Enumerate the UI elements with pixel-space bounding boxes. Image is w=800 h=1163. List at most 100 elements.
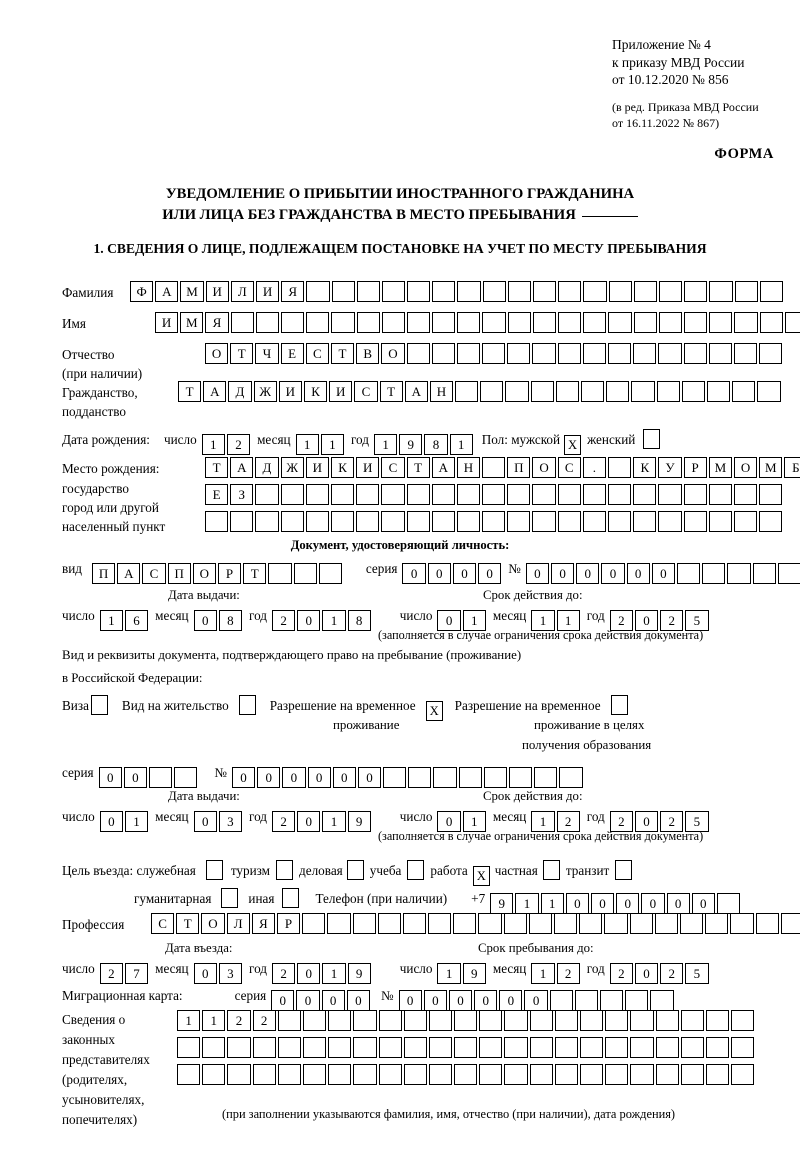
char-cell[interactable] (482, 312, 506, 333)
char-cell[interactable]: 5 (685, 963, 709, 984)
char-cell[interactable] (330, 484, 355, 505)
char-cell[interactable]: 2 (609, 963, 633, 984)
char-cell[interactable] (268, 563, 292, 584)
char-cell[interactable] (608, 511, 632, 532)
char-cell[interactable] (353, 1037, 377, 1058)
checkbox-purpose-business[interactable] (346, 860, 364, 880)
char-cell[interactable]: И (278, 381, 302, 402)
char-cell[interactable]: 0 (193, 610, 217, 631)
char-cell[interactable] (378, 1064, 402, 1085)
char-cell[interactable]: С (381, 457, 405, 478)
char-cell[interactable] (230, 511, 254, 532)
char-cell[interactable] (428, 1037, 453, 1058)
char-cell[interactable] (608, 281, 632, 302)
char-cell[interactable]: 0 (297, 610, 321, 631)
char-cell[interactable]: 1 (322, 811, 346, 832)
char-cell[interactable] (679, 913, 704, 934)
char-cell[interactable] (681, 381, 705, 402)
char-cell[interactable]: 2 (227, 1010, 251, 1031)
char-cell[interactable]: Т (176, 913, 200, 934)
char-cell[interactable] (706, 381, 731, 402)
char-cell[interactable]: 1 (201, 434, 225, 455)
char-cell[interactable] (730, 913, 754, 934)
char-cell[interactable] (733, 511, 758, 532)
char-cell[interactable]: С (142, 563, 166, 584)
char-cell[interactable]: 0 (296, 990, 320, 1011)
char-cell[interactable]: Ф (130, 281, 154, 302)
char-cell[interactable]: 0 (427, 563, 451, 584)
char-cell[interactable]: Н (456, 457, 481, 478)
char-cell[interactable]: С (151, 913, 175, 934)
char-cell[interactable] (530, 381, 554, 402)
char-cell[interactable] (353, 1064, 377, 1085)
checkbox-purpose-tourism[interactable] (276, 860, 294, 880)
char-cell[interactable] (383, 767, 407, 788)
char-cell[interactable] (630, 1010, 654, 1031)
char-cell[interactable]: Т (178, 381, 202, 402)
checkbox-visa[interactable] (90, 695, 108, 715)
char-cell[interactable] (759, 312, 783, 333)
char-cell[interactable] (433, 767, 457, 788)
char-cell[interactable]: О (532, 457, 556, 478)
char-cell[interactable]: 0 (357, 767, 382, 788)
char-cell[interactable] (557, 484, 581, 505)
char-cell[interactable] (654, 913, 678, 934)
char-cell[interactable]: 0 (423, 990, 447, 1011)
char-cell[interactable]: Ч (255, 343, 279, 364)
char-cell[interactable]: 0 (231, 767, 256, 788)
char-cell[interactable]: П (167, 563, 191, 584)
char-cell[interactable] (680, 1010, 704, 1031)
char-cell[interactable] (456, 343, 481, 364)
char-cell[interactable] (302, 1064, 327, 1085)
char-cell[interactable]: 0 (332, 767, 356, 788)
char-cell[interactable] (482, 343, 506, 364)
char-cell[interactable]: 2 (226, 434, 251, 455)
char-cell[interactable] (456, 484, 481, 505)
char-cell[interactable]: Д (228, 381, 252, 402)
char-cell[interactable] (633, 312, 657, 333)
char-cell[interactable] (431, 484, 455, 505)
char-cell[interactable] (331, 281, 355, 302)
char-cell[interactable]: И (205, 281, 229, 302)
char-cell[interactable] (227, 1064, 251, 1085)
char-cell[interactable]: 2 (660, 811, 684, 832)
char-cell[interactable] (507, 281, 531, 302)
char-cell[interactable] (757, 381, 781, 402)
char-cell[interactable] (683, 484, 707, 505)
char-cell[interactable]: 9 (347, 963, 371, 984)
char-cell[interactable]: Т (379, 381, 403, 402)
char-cell[interactable] (731, 1010, 755, 1031)
char-cell[interactable] (733, 484, 758, 505)
char-cell[interactable] (428, 1010, 453, 1031)
char-cell[interactable]: 0 (634, 963, 659, 984)
char-cell[interactable] (327, 913, 351, 934)
char-cell[interactable]: Р (217, 563, 242, 584)
char-cell[interactable]: С (305, 343, 329, 364)
char-cell[interactable] (177, 1064, 201, 1085)
char-cell[interactable]: А (230, 457, 254, 478)
char-cell[interactable] (305, 511, 329, 532)
char-cell[interactable] (705, 1064, 730, 1085)
char-cell[interactable] (305, 484, 329, 505)
char-cell[interactable] (479, 1037, 503, 1058)
char-cell[interactable]: И (356, 457, 380, 478)
char-cell[interactable]: 1 (124, 811, 149, 832)
char-cell[interactable] (202, 1037, 226, 1058)
char-cell[interactable] (454, 1010, 478, 1031)
char-cell[interactable]: 0 (666, 893, 690, 914)
char-cell[interactable] (655, 1037, 679, 1058)
char-cell[interactable]: О (733, 457, 758, 478)
char-cell[interactable] (507, 343, 531, 364)
char-cell[interactable]: А (155, 281, 179, 302)
char-cell[interactable]: 1 (531, 610, 555, 631)
char-cell[interactable] (403, 1064, 427, 1085)
char-cell[interactable]: Н (429, 381, 454, 402)
